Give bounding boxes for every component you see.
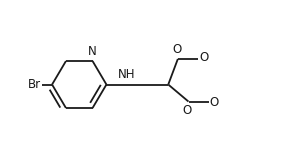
Text: O: O: [199, 51, 208, 64]
Text: Br: Br: [28, 78, 41, 91]
Text: NH: NH: [118, 68, 136, 81]
Text: O: O: [183, 104, 192, 117]
Text: N: N: [88, 45, 97, 58]
Text: O: O: [172, 43, 181, 56]
Text: O: O: [210, 96, 219, 109]
